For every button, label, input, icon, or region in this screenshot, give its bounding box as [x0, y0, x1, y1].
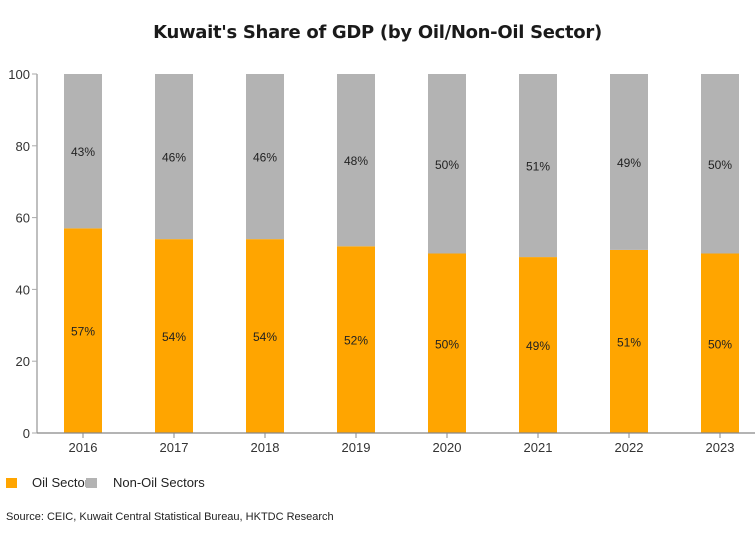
legend-swatch-oil — [6, 478, 17, 488]
data-label-oil-2016: 57% — [71, 325, 95, 339]
data-label-non-oil-2022: 49% — [617, 156, 641, 170]
bar-non-oil-2022 — [610, 74, 648, 250]
bar-non-oil-2018 — [246, 74, 284, 240]
y-tick-label: 60 — [16, 211, 30, 226]
x-tick-label: 2018 — [251, 440, 280, 455]
bar-non-oil-2016 — [64, 74, 102, 229]
data-label-oil-2021: 49% — [526, 339, 550, 353]
x-tick-label: 2016 — [69, 440, 98, 455]
data-label-non-oil-2023: 50% — [708, 158, 732, 172]
bar-oil-2022 — [610, 249, 648, 433]
y-tick-label: 40 — [16, 282, 30, 297]
legend-swatch-non-oil — [86, 478, 97, 488]
x-tick-label: 2021 — [524, 440, 553, 455]
data-label-oil-2018: 54% — [253, 330, 277, 344]
data-label-non-oil-2019: 48% — [344, 154, 368, 168]
x-tick-label: 2022 — [615, 440, 644, 455]
bar-oil-2019 — [337, 246, 375, 433]
data-label-oil-2019: 52% — [344, 334, 368, 348]
y-tick-label: 0 — [23, 426, 30, 441]
data-label-oil-2020: 50% — [435, 337, 459, 351]
source-note: Source: CEIC, Kuwait Central Statistical… — [6, 511, 334, 523]
data-label-non-oil-2021: 51% — [526, 160, 550, 174]
bar-oil-2016 — [64, 228, 102, 433]
data-label-oil-2023: 50% — [708, 337, 732, 351]
bar-oil-2018 — [246, 239, 284, 433]
x-tick-label: 2017 — [160, 440, 189, 455]
y-tick-label: 20 — [16, 354, 30, 369]
bar-non-oil-2023 — [701, 74, 739, 254]
bar-non-oil-2017 — [155, 74, 193, 240]
bar-oil-2023 — [701, 253, 739, 433]
y-tick-label: 100 — [8, 67, 30, 82]
bar-non-oil-2021 — [519, 74, 557, 258]
data-label-non-oil-2016: 43% — [71, 145, 95, 159]
bar-oil-2020 — [428, 253, 466, 433]
legend-label-oil: Oil Sector — [32, 475, 90, 490]
data-label-oil-2017: 54% — [162, 330, 186, 344]
data-label-non-oil-2018: 46% — [253, 151, 277, 165]
legend-label-non-oil: Non-Oil Sectors — [113, 475, 205, 490]
chart-title: Kuwait's Share of GDP (by Oil/Non-Oil Se… — [153, 22, 602, 43]
y-tick-label: 80 — [16, 139, 30, 154]
data-label-non-oil-2017: 46% — [162, 151, 186, 165]
bar-non-oil-2020 — [428, 74, 466, 254]
x-tick-label: 2023 — [706, 440, 735, 455]
x-tick-label: 2020 — [433, 440, 462, 455]
data-label-oil-2022: 51% — [617, 335, 641, 349]
bar-oil-2021 — [519, 257, 557, 433]
x-tick-label: 2019 — [342, 440, 371, 455]
data-label-non-oil-2020: 50% — [435, 158, 459, 172]
bar-oil-2017 — [155, 239, 193, 433]
bar-non-oil-2019 — [337, 74, 375, 247]
